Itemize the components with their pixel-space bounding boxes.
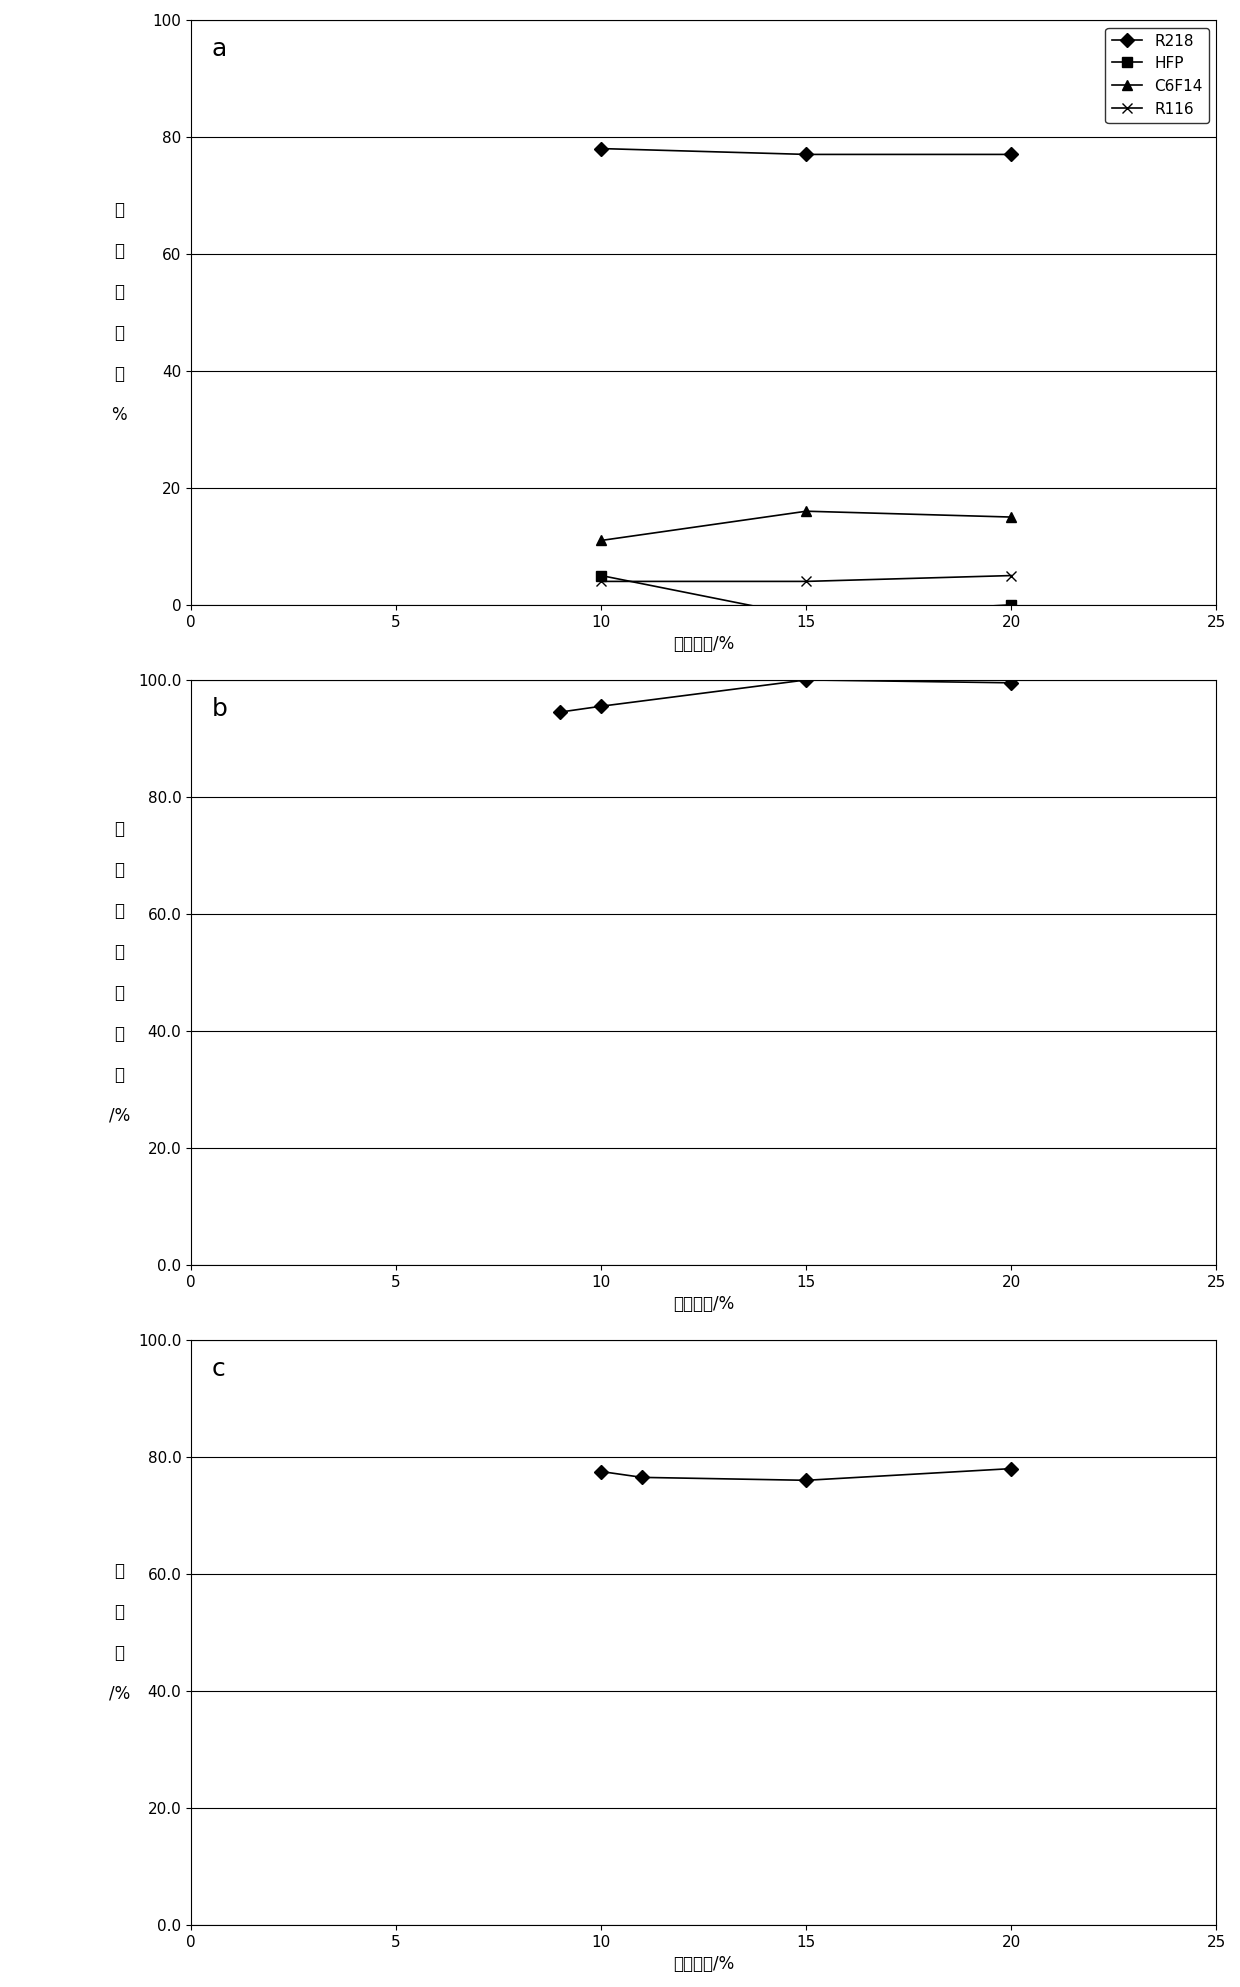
Text: 转: 转	[114, 282, 124, 300]
Text: 性: 性	[114, 1643, 124, 1661]
R116	[799, 570, 813, 594]
Text: 化: 化	[114, 324, 124, 342]
R218	[594, 1460, 609, 1484]
Text: 率: 率	[114, 366, 124, 383]
R218	[594, 137, 609, 161]
R218	[635, 1466, 650, 1490]
Line: R218: R218	[596, 143, 1017, 159]
C6F14	[799, 499, 813, 523]
Text: %: %	[112, 405, 126, 423]
Text: 选: 选	[114, 1562, 124, 1580]
R116	[1004, 564, 1019, 588]
Line: R218: R218	[596, 1464, 1017, 1484]
R218	[1004, 1456, 1019, 1480]
R218	[799, 143, 813, 167]
R116	[594, 570, 609, 594]
HFP	[799, 604, 813, 628]
Text: 物: 物	[114, 242, 124, 260]
Text: /%: /%	[109, 1685, 130, 1703]
Text: 氚: 氚	[114, 821, 124, 839]
Text: 产: 产	[114, 201, 124, 219]
Text: a: a	[212, 38, 227, 62]
X-axis label: 氯气浓度/%: 氯气浓度/%	[673, 636, 734, 654]
X-axis label: 氯气浓度/%: 氯气浓度/%	[673, 1955, 734, 1973]
Text: 应: 应	[114, 944, 124, 962]
R218	[799, 1468, 813, 1492]
Text: b: b	[212, 697, 227, 721]
R218	[1004, 672, 1019, 695]
Line: HFP: HFP	[596, 570, 1017, 622]
Line: C6F14: C6F14	[596, 507, 1017, 544]
Text: 率: 率	[114, 1065, 124, 1083]
Text: 转: 转	[114, 984, 124, 1001]
HFP	[1004, 592, 1019, 616]
C6F14	[1004, 505, 1019, 529]
Line: R218: R218	[556, 676, 1017, 717]
R218	[594, 693, 609, 717]
Text: c: c	[212, 1357, 226, 1381]
X-axis label: 氯气浓度/%: 氯气浓度/%	[673, 1296, 734, 1313]
R218	[553, 699, 568, 723]
R218	[799, 668, 813, 691]
C6F14	[594, 529, 609, 552]
Text: 化: 化	[114, 860, 124, 878]
Text: 化: 化	[114, 1025, 124, 1043]
Text: 择: 择	[114, 1604, 124, 1621]
HFP	[594, 564, 609, 588]
Line: R116: R116	[596, 570, 1017, 586]
R218	[1004, 143, 1019, 167]
Text: /%: /%	[109, 1107, 130, 1125]
Text: 反: 反	[114, 902, 124, 920]
Legend: R218, HFP, C6F14, R116: R218, HFP, C6F14, R116	[1106, 28, 1209, 123]
